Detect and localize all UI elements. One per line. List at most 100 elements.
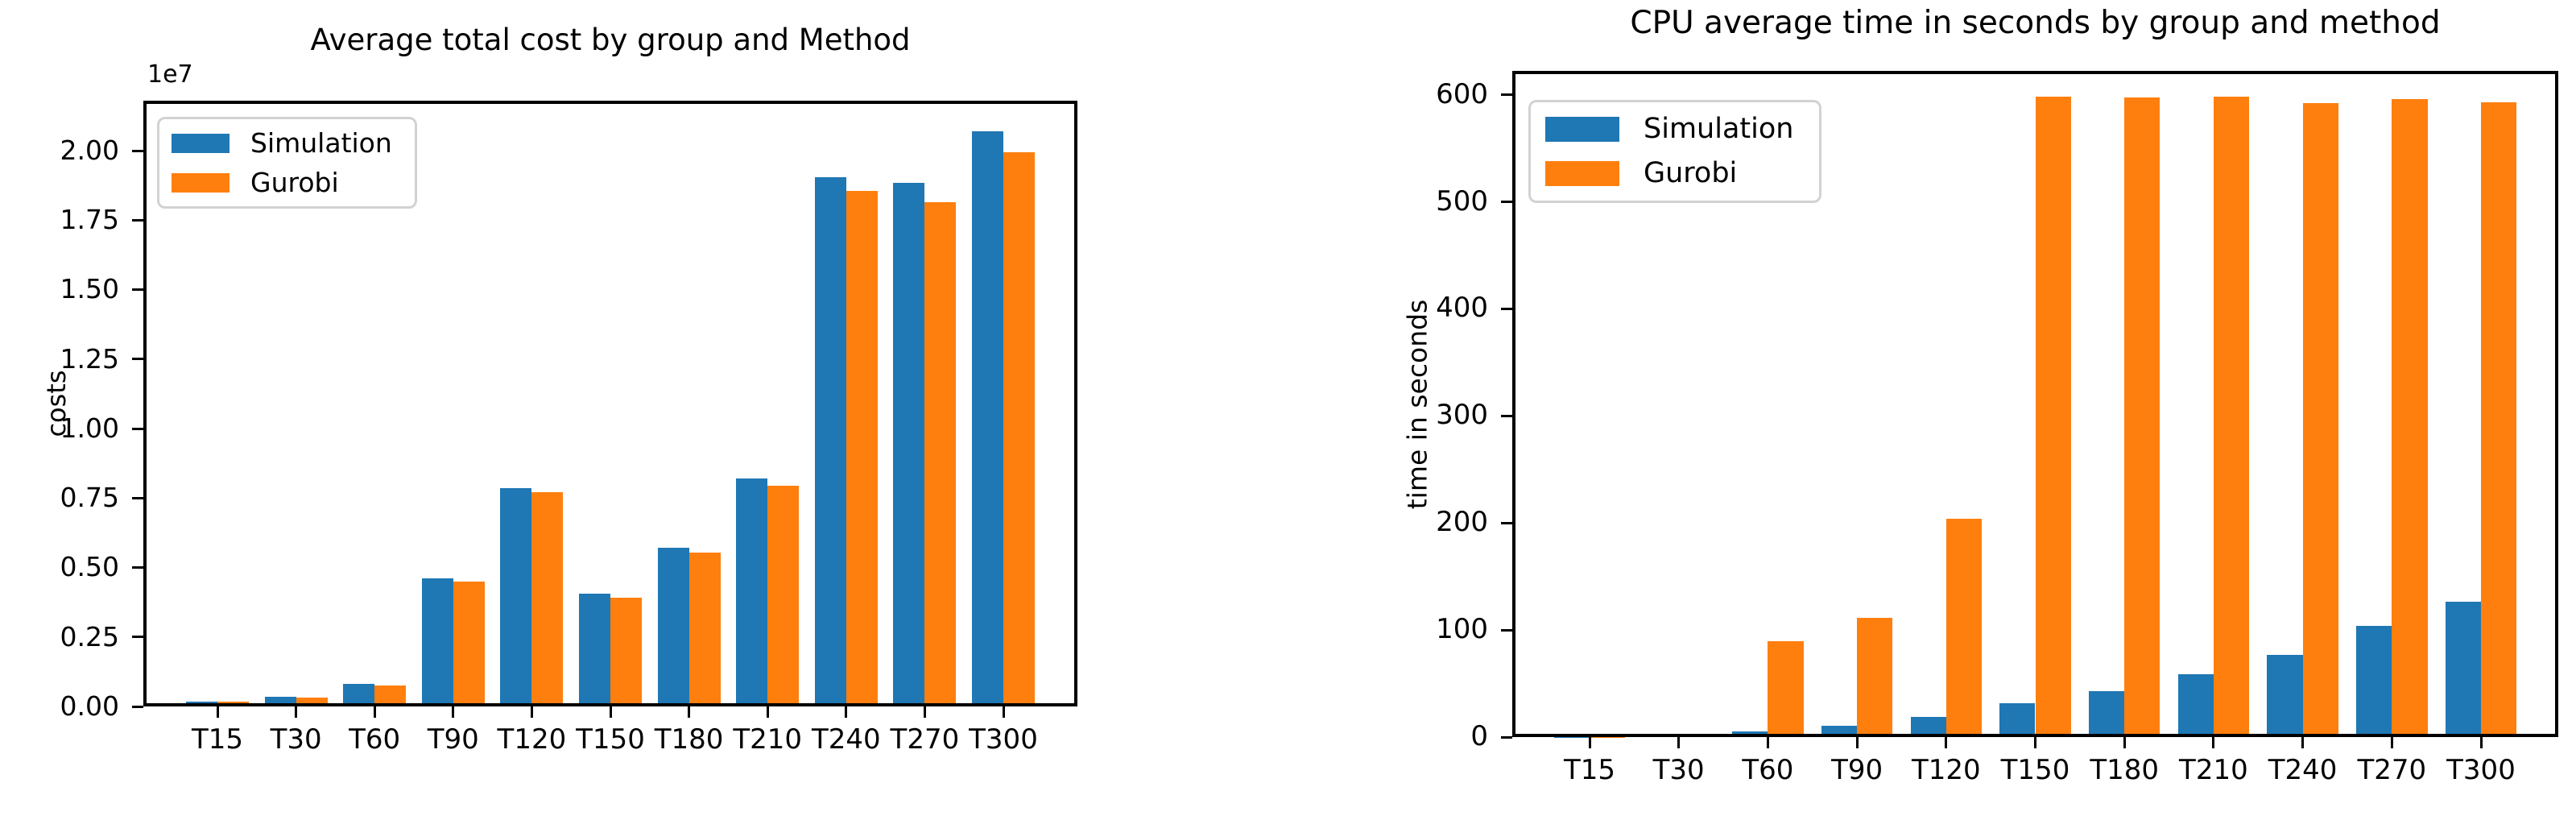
x-tick-label: T150 [576,723,645,756]
y-tick [132,496,143,499]
x-tick [216,706,219,718]
legend-label-gurobi: Gurobi [250,167,339,198]
legend-swatch-gurobi [1545,161,1619,186]
x-tick [923,706,926,718]
bar-simulation [2088,691,2125,737]
legend: Simulation Gurobi [1528,100,1822,203]
y-tick-label: 0.00 [60,690,119,722]
legend-entry-simulation: Simulation [172,130,392,156]
x-tick [373,706,376,718]
bar-gurobi [531,492,564,706]
scale-offset-label: 1e7 [147,60,193,89]
y-tick [132,566,143,570]
y-tick [1501,200,1512,203]
x-tick-label: T210 [733,723,803,756]
x-tick-label: T210 [2179,754,2248,786]
x-tick-label: T180 [2090,754,2160,786]
x-tick-label: T300 [2446,754,2516,786]
bar-gurobi [2481,101,2517,737]
y-tick [1501,414,1512,417]
bar-simulation [1999,702,2036,737]
y-tick-label: 500 [1436,184,1488,217]
bar-simulation [343,683,375,706]
bar-simulation [421,578,453,706]
y-tick-label: 0.50 [60,551,119,583]
x-tick [1766,737,1769,748]
x-tick [1855,737,1859,748]
x-tick-label: T90 [427,723,479,756]
legend-label-simulation: Simulation [250,127,392,159]
y-tick [132,358,143,361]
bar-gurobi [1768,641,1804,737]
bar-gurobi [374,685,407,706]
y-tick-label: 1.00 [60,412,119,444]
y-tick-label: 400 [1436,292,1488,325]
x-tick [2390,737,2393,748]
x-tick [1677,737,1681,748]
bar-gurobi [767,485,800,706]
x-tick [2212,737,2215,748]
x-tick-label: T240 [2268,754,2338,786]
y-tick-label: 200 [1436,506,1488,539]
x-tick-label: T120 [1911,754,1981,786]
y-tick [132,288,143,292]
x-tick-label: T120 [497,723,567,756]
y-tick-label: 0.75 [60,482,119,514]
x-tick-label: T150 [2000,754,2070,786]
bar-gurobi [2302,102,2338,737]
y-tick [132,705,143,708]
bar-gurobi [2124,97,2160,737]
bar-simulation [971,130,1003,706]
x-tick [1002,706,1005,718]
bar-gurobi [846,191,878,706]
y-tick [1501,521,1512,524]
bar-simulation [2356,626,2392,737]
x-tick [845,706,848,718]
x-tick-label: T15 [1563,754,1616,786]
bar-gurobi [688,552,721,706]
bar-gurobi [2392,98,2428,737]
x-tick [2034,737,2036,748]
chart-title: CPU average time in seconds by group and… [1630,5,2441,41]
y-tick [132,149,143,152]
bar-simulation [2177,673,2214,737]
x-tick [2301,737,2305,748]
x-tick-label: T270 [890,723,960,756]
bar-simulation [500,488,532,706]
legend-label-gurobi: Gurobi [1644,157,1738,189]
axes-box [1512,71,2558,737]
bar-simulation [2267,654,2303,737]
bar-gurobi [610,598,643,706]
x-tick-label: T60 [349,723,401,756]
x-tick [452,706,455,718]
legend-entry-simulation: Simulation [1545,115,1793,143]
y-tick-label: 1.50 [60,273,119,305]
legend-swatch-gurobi [172,172,229,193]
bar-gurobi [924,201,957,706]
x-tick [688,706,691,718]
y-tick [1501,735,1512,739]
bar-simulation [1910,717,1946,737]
y-tick [132,636,143,639]
y-tick-label: 0 [1470,720,1488,753]
y-tick [132,218,143,222]
x-tick [2479,737,2483,748]
bar-simulation [893,182,925,706]
bar-gurobi [1003,151,1036,706]
bar-simulation [578,594,610,706]
x-tick-label: T30 [1652,754,1705,786]
y-tick [1501,307,1512,310]
x-tick [2123,737,2126,748]
bar-gurobi [453,581,485,706]
y-tick [1501,93,1512,96]
y-tick-label: 600 [1436,77,1488,110]
legend-entry-gurobi: Gurobi [172,169,392,196]
x-tick-label: T30 [270,723,322,756]
y-axis-label: time in seconds [1401,299,1433,509]
bar-gurobi [2213,96,2250,737]
x-tick-label: T15 [191,723,244,756]
bar-gurobi [2035,96,2071,737]
bar-gurobi [1945,518,1983,737]
y-tick-label: 0.25 [60,620,119,652]
